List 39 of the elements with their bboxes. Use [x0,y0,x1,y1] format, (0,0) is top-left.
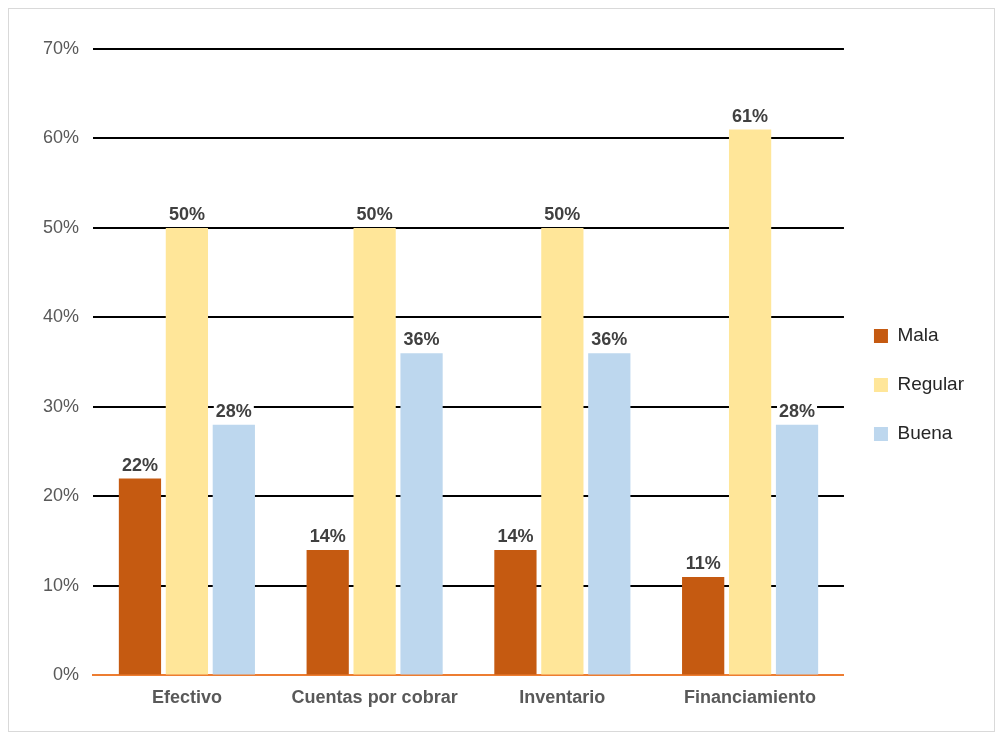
y-tick-label: 60% [43,127,80,148]
data-label: 11% [685,552,721,573]
legend-label: Mala [897,324,940,346]
bar [400,353,443,675]
y-tick-label: 30% [43,395,80,416]
bar [588,353,631,675]
y-tick-label: 40% [43,306,80,327]
data-label: 14% [497,526,534,547]
bar [682,576,725,675]
data-label: 14% [309,526,346,547]
x-tick-label: Financiamiento [684,687,817,708]
bar [353,227,396,675]
bar [775,424,819,675]
data-label: 22% [121,454,158,475]
bar [118,478,162,675]
y-tick-label: 50% [43,216,80,237]
y-tick-label: 20% [43,485,80,506]
data-label: 36% [591,329,628,350]
data-label: 50% [544,203,581,224]
legend-label: Regular [897,373,965,395]
y-tick-label: 0% [53,664,80,685]
legend-label: Buena [897,422,953,444]
bar [494,550,537,675]
data-label: 50% [168,203,205,224]
data-label: 28% [215,400,252,421]
data-label: 36% [403,329,440,350]
data-label: 50% [356,203,393,224]
bar [728,129,772,675]
x-tick-label: Inventario [519,687,606,708]
bar [212,424,255,675]
data-label: 28% [779,400,816,421]
data-label: 61% [732,105,769,126]
y-tick-label: 70% [43,37,80,58]
bar [306,550,349,675]
y-tick-label: 10% [43,574,80,595]
bar [165,227,209,675]
x-tick-label: Efectivo [151,687,222,708]
bar [541,227,584,675]
x-tick-label: Cuentas por cobrar [291,687,458,708]
